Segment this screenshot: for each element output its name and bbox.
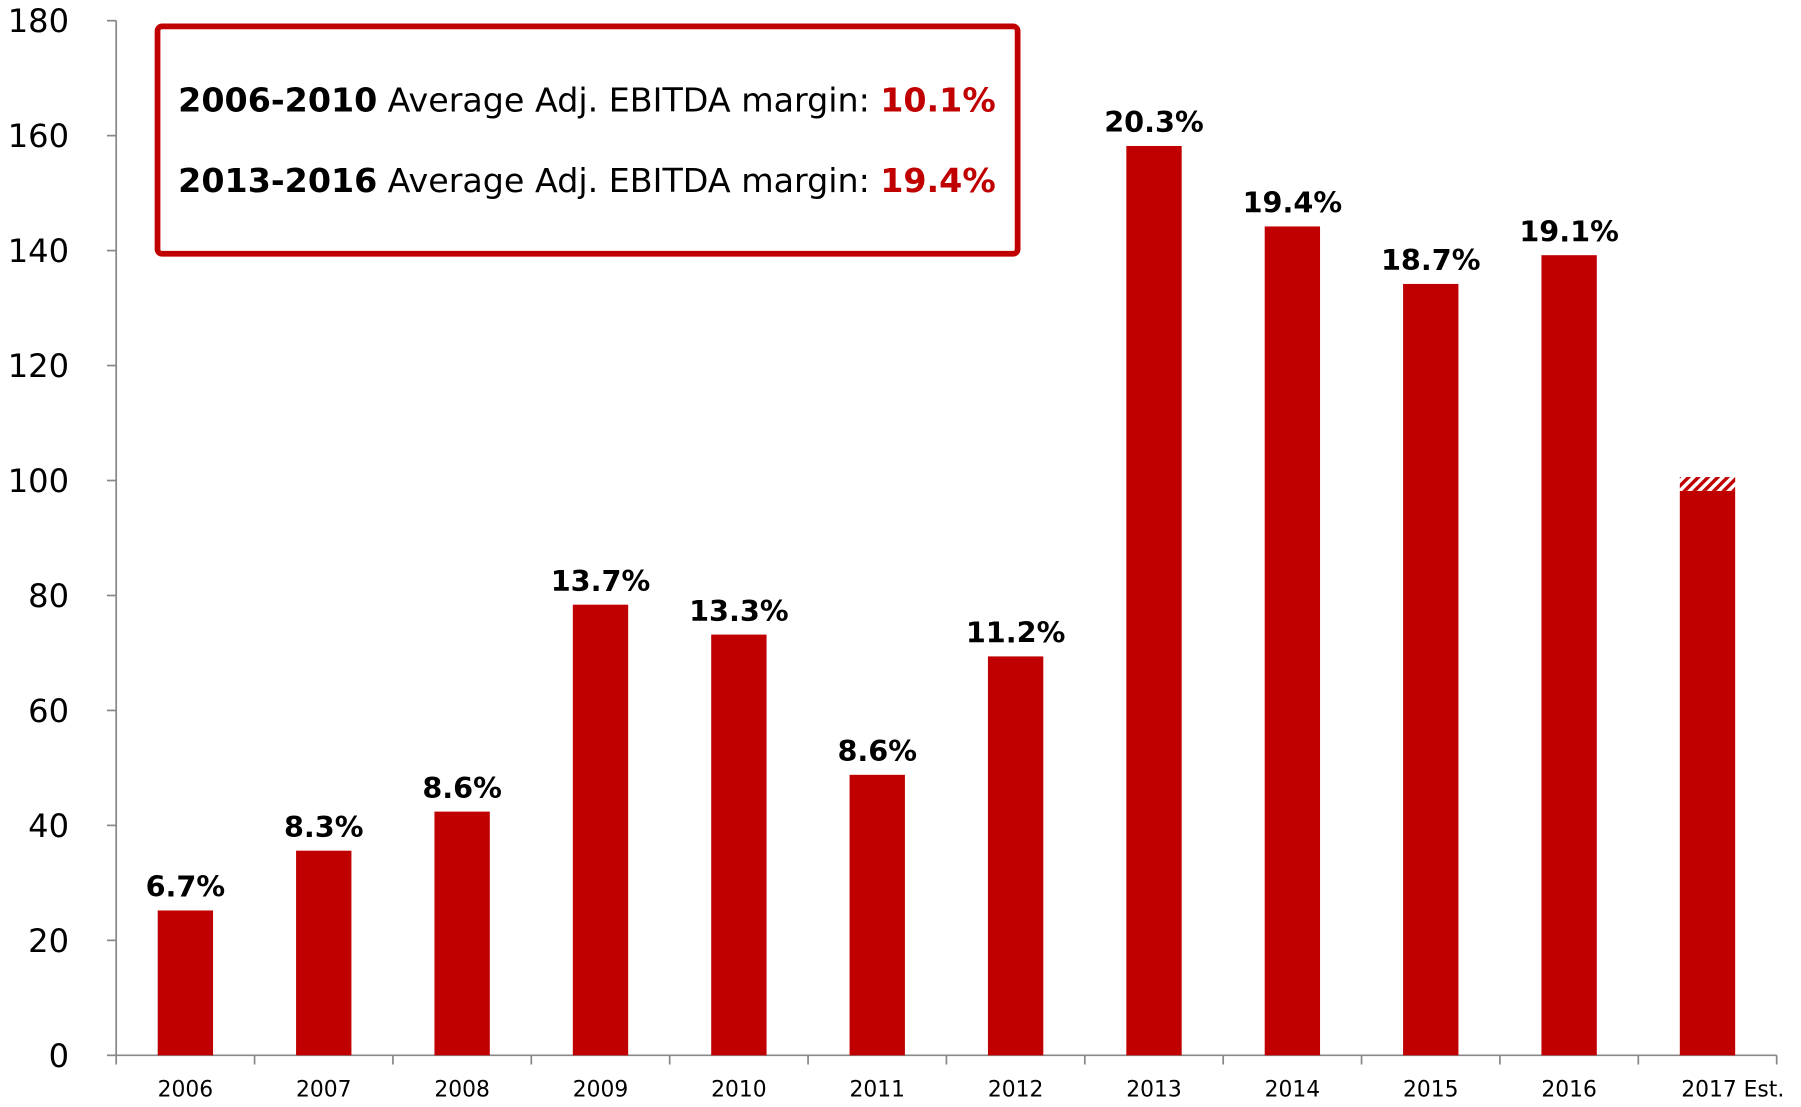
annotation-line: 2006-2010 Average Adj. EBITDA margin: 10.1… — [178, 80, 996, 119]
annotation-value: 19.4% — [880, 161, 996, 200]
annotation-text: Average Adj. EBITDA margin: — [388, 161, 870, 200]
bar — [157, 910, 214, 1056]
x-tick-label: 2015 — [1403, 1078, 1458, 1103]
period: 2006-2010 — [178, 80, 377, 119]
x-tick-label: 2006 — [158, 1078, 213, 1103]
x-tick-label: 2008 — [434, 1078, 489, 1103]
x-tick-label: 2013 — [1126, 1078, 1181, 1103]
x-tick-label: 2017 Est. — [1681, 1078, 1784, 1103]
x-tick-label: 2009 — [573, 1078, 628, 1103]
bar — [711, 634, 767, 1056]
x-tick-label: 2014 — [1265, 1078, 1320, 1103]
bar — [1679, 490, 1736, 1056]
x-tick-label: 2011 — [850, 1078, 905, 1103]
bar-label: 20.3% — [1104, 105, 1204, 139]
bar — [1126, 145, 1182, 1056]
y-tick-label: 80 — [28, 577, 69, 615]
y-tick-label: 140 — [8, 232, 69, 270]
bar-label: 11.2% — [966, 616, 1066, 650]
x-tick-label: 2016 — [1541, 1078, 1596, 1103]
y-tick-label: 0 — [49, 1037, 69, 1075]
bar-label: 18.7% — [1381, 243, 1481, 277]
bar-label: 8.6% — [837, 734, 917, 768]
x-tick-label: 2012 — [988, 1078, 1043, 1103]
bar-label: 6.7% — [146, 870, 226, 904]
annotation-line: 2013-2016 Average Adj. EBITDA margin: 19.4… — [178, 161, 996, 200]
estimate-bar — [1679, 477, 1736, 491]
bar-label: 8.3% — [284, 810, 364, 844]
bar — [1403, 283, 1459, 1056]
bar — [1264, 226, 1321, 1056]
bar-label: 8.6% — [422, 771, 502, 805]
x-tick-label: 2007 — [296, 1078, 351, 1103]
y-tick-label: 160 — [8, 117, 69, 155]
bar-label: 13.3% — [689, 594, 789, 628]
y-tick-label: 100 — [8, 462, 69, 500]
y-tick-label: 20 — [28, 922, 69, 960]
annotation-value: 10.1% — [880, 80, 996, 119]
bar — [1541, 255, 1597, 1056]
y-tick-label: 40 — [28, 807, 69, 845]
y-tick-label: 120 — [8, 347, 69, 385]
annotation-box — [154, 23, 1021, 257]
bar-label: 13.7% — [551, 564, 651, 598]
bar-label: 19.1% — [1519, 214, 1619, 248]
bar — [434, 811, 490, 1056]
y-tick-label: 180 — [8, 2, 69, 40]
y-tick-label: 60 — [28, 692, 69, 730]
bar — [296, 850, 352, 1056]
bar — [849, 774, 905, 1056]
bar-label: 19.4% — [1243, 186, 1343, 220]
period: 2013-2016 — [178, 161, 377, 200]
annotation-text: Average Adj. EBITDA margin: — [388, 80, 870, 119]
bar — [987, 656, 1044, 1056]
x-tick-label: 2010 — [711, 1078, 766, 1103]
bar — [572, 604, 629, 1056]
